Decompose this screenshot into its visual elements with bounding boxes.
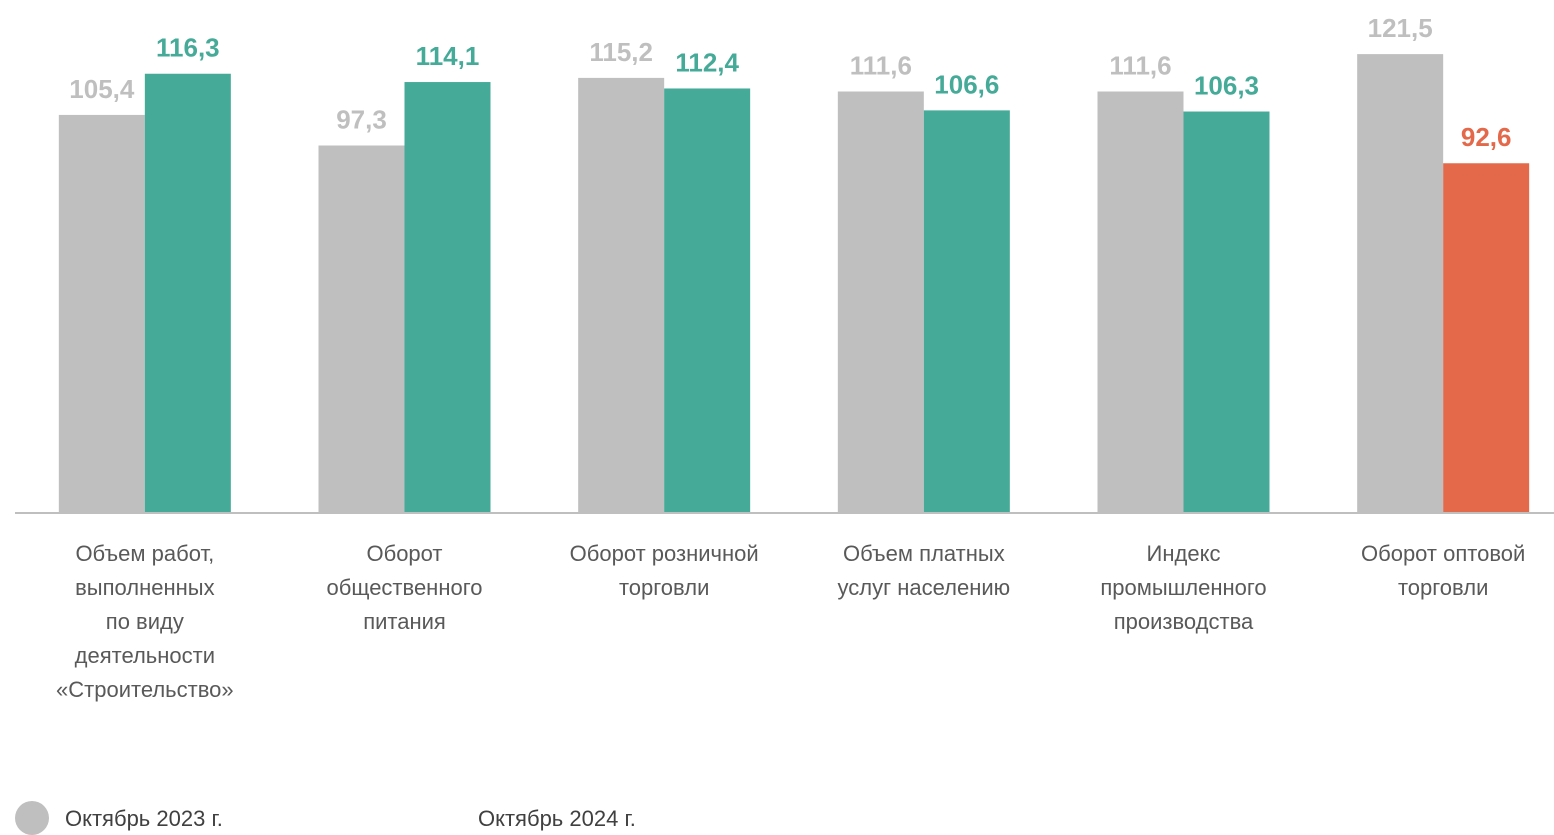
x-tick-label: торговли <box>619 575 709 600</box>
value-label: 121,5 <box>1368 13 1433 43</box>
x-tick-label: Объем работ, <box>75 541 214 566</box>
x-tick-label: производства <box>1114 609 1254 634</box>
x-tick-label: торговли <box>1398 575 1488 600</box>
value-label: 106,3 <box>1194 70 1259 100</box>
x-tick-label: деятельности <box>75 643 215 668</box>
x-tick-label: услуг населению <box>838 575 1011 600</box>
value-label: 111,6 <box>1109 50 1171 80</box>
x-tick-label: выполненных <box>75 575 215 600</box>
value-label: 114,1 <box>416 41 480 71</box>
bar <box>837 91 924 513</box>
value-label: 112,4 <box>675 47 739 77</box>
legend-swatch <box>432 805 462 835</box>
x-tick-label: «Строительство» <box>56 677 234 702</box>
legend-label: Октябрь 2023 г. <box>65 806 223 831</box>
value-label: 115,2 <box>589 37 653 67</box>
bar <box>1097 91 1184 513</box>
x-tick-label: по виду <box>106 609 184 634</box>
bar <box>404 82 491 514</box>
x-tick-label: общественного <box>327 575 483 600</box>
value-label: 105,4 <box>69 74 135 104</box>
legend-label: Октябрь 2024 г. <box>478 806 636 831</box>
value-label: 111,6 <box>850 50 912 80</box>
bar <box>1357 54 1444 513</box>
bar <box>923 110 1010 513</box>
value-label: 97,3 <box>336 104 387 134</box>
bar <box>1183 111 1270 514</box>
bar <box>578 77 665 513</box>
x-tick-label: Оборот розничной <box>570 541 759 566</box>
value-label: 106,6 <box>934 69 999 99</box>
legend-swatch <box>428 801 458 831</box>
legend-swatch <box>15 801 49 835</box>
value-label: 116,3 <box>156 33 220 63</box>
bar <box>318 145 405 514</box>
bar <box>664 88 751 513</box>
bar <box>58 114 145 514</box>
x-tick-label: промышленного <box>1100 575 1266 600</box>
x-tick-label: Индекс <box>1147 541 1221 566</box>
x-tick-label: Объем платных <box>843 541 1005 566</box>
bar <box>1443 163 1530 513</box>
x-tick-label: Оборот <box>366 541 442 566</box>
bar <box>144 73 231 514</box>
x-tick-label: Оборот оптовой <box>1361 541 1525 566</box>
value-label: 92,6 <box>1461 122 1512 152</box>
x-tick-label: питания <box>363 609 446 634</box>
